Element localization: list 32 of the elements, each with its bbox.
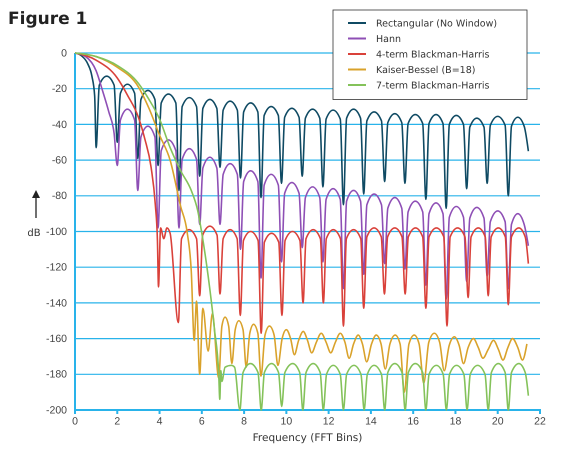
x-tick-label: 0	[72, 415, 78, 428]
y-tick-label: -180	[46, 368, 68, 381]
y-tick-label: -140	[46, 297, 68, 310]
chart-title: Figure 1	[8, 9, 88, 29]
y-tick-label: -40	[52, 118, 68, 131]
x-tick-label: 8	[241, 415, 248, 428]
legend-label: Rectangular (No Window)	[376, 18, 498, 30]
x-tick-label: 12	[322, 415, 335, 428]
y-tick-label: -20	[52, 83, 68, 96]
legend-label: 4-term Blackman-Harris	[376, 50, 490, 60]
y-axis-title: dB	[27, 228, 41, 239]
legend-label: Kaiser-Bessel (B=18)	[376, 65, 476, 76]
line-series	[74, 52, 530, 210]
y-tick-label: -160	[46, 332, 68, 345]
x-tick-label: 14	[365, 415, 377, 428]
legend-label: Hann	[376, 34, 402, 45]
x-tick-label: 10	[280, 415, 292, 428]
x-tick-label: 4	[156, 415, 163, 428]
x-tick-label: 6	[198, 415, 205, 428]
x-tick-label: 22	[534, 415, 546, 428]
y-tick-label: -100	[46, 226, 68, 238]
x-tick-label: 16	[407, 415, 420, 428]
y-tick-label: -200	[46, 404, 68, 416]
x-tick-label: 20	[492, 415, 504, 428]
y-tick-label: -120	[46, 262, 68, 274]
y-tick-label: -60	[52, 154, 68, 166]
x-axis-title: Frequency (FFT Bins)	[252, 432, 362, 444]
legend-label: 7-term Blackman-Harris	[376, 80, 490, 92]
x-tick-label: 2	[114, 415, 120, 428]
y-tick-label: -80	[52, 190, 68, 202]
y-tick-label: 0	[61, 47, 68, 60]
x-tick-label: 18	[450, 415, 462, 428]
